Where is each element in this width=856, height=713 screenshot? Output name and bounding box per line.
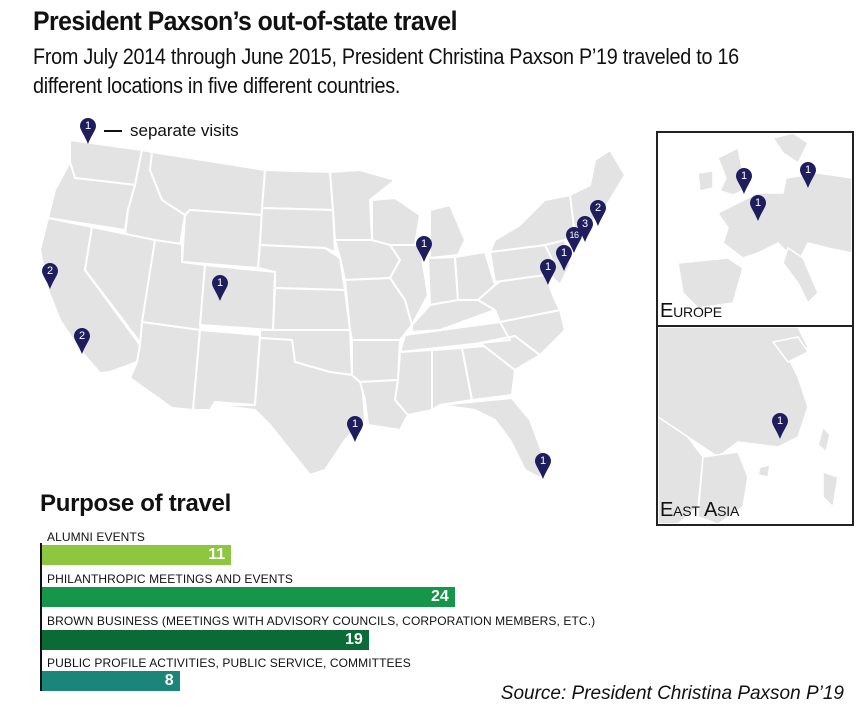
pin-count: 2 [46, 265, 54, 277]
map-legend: 1 separate visits [80, 118, 239, 144]
bar-label-alumni: ALUMNI EVENTS [47, 530, 145, 544]
chart-axis [40, 543, 42, 691]
inset-label-europe: Europe [660, 300, 722, 322]
bar-value: 8 [164, 672, 174, 689]
east-asia-inset: 1 East Asia [656, 325, 854, 526]
source-note: Source: President Christina Paxson P’19 [500, 683, 844, 704]
pin-count: 1 [539, 455, 547, 467]
map-pin-icon: 1 [347, 416, 363, 442]
pin-count: 2 [594, 202, 602, 214]
inset-label-east-asia: East Asia [660, 499, 740, 521]
bar-public-profile: 8 [42, 671, 180, 691]
pin-count: 1 [560, 247, 568, 259]
europe-map [677, 133, 852, 309]
page-title: President Paxson’s out-of-state travel [33, 6, 458, 36]
map-pin-icon: 2 [590, 200, 606, 226]
map-pin-icon: 2 [74, 328, 90, 354]
map-pin-icon: 1 [800, 162, 816, 188]
map-pin-icon: 1 [540, 259, 556, 285]
bar-value: 11 [208, 546, 226, 563]
pin-count: 1 [420, 238, 428, 250]
bar-label-philanthropic: PHILANTHROPIC MEETINGS AND EVENTS [47, 572, 294, 586]
map-pin-icon: 1 [772, 413, 788, 439]
map-pin-icon: 2 [42, 263, 58, 289]
pin-count: 1 [216, 277, 224, 289]
subtitle: From July 2014 through June 2015, Presid… [33, 44, 739, 98]
map-pin-icon: 16 [566, 227, 582, 253]
bar-label-public-profile: PUBLIC PROFILE ACTIVITIES, PUBLIC SERVIC… [47, 656, 411, 670]
us-map [39, 139, 626, 479]
map-pin-icon: 1 [80, 118, 96, 144]
chart-title: Purpose of travel [40, 490, 231, 517]
pin-count: 1 [351, 418, 359, 430]
pin-count: 1 [740, 170, 748, 182]
bar-value: 24 [431, 588, 449, 605]
europe-inset: 1 1 1 Europe [656, 131, 854, 327]
bar-alumni: 11 [42, 545, 232, 565]
pin-count: 16 [569, 230, 579, 240]
bar-brown-business: 19 [42, 630, 369, 650]
legend-dash [104, 130, 122, 132]
map-pin-icon: 1 [535, 453, 551, 479]
bar-label-brown-business: BROWN BUSINESS (MEETINGS WITH ADVISORY C… [47, 614, 596, 628]
pin-count: 1 [804, 164, 812, 176]
pin-count: 1 [776, 415, 784, 427]
map-pin-icon: 3 [577, 216, 593, 242]
map-pin-icon: 1 [736, 168, 752, 194]
bar-philanthropic: 24 [42, 587, 455, 607]
map-pin-icon: 1 [750, 195, 766, 221]
pin-count: 1 [544, 261, 552, 273]
pin-count: 2 [78, 330, 86, 342]
map-pin-icon: 1 [416, 236, 432, 262]
map-pin-icon: 1 [212, 275, 228, 301]
pin-count: 3 [581, 218, 589, 230]
legend-label: separate visits [130, 121, 239, 140]
map-pin-icon: 1 [556, 245, 572, 271]
pin-count: 1 [754, 197, 762, 209]
east-asia-map [658, 327, 839, 524]
bar-value: 19 [345, 631, 363, 648]
